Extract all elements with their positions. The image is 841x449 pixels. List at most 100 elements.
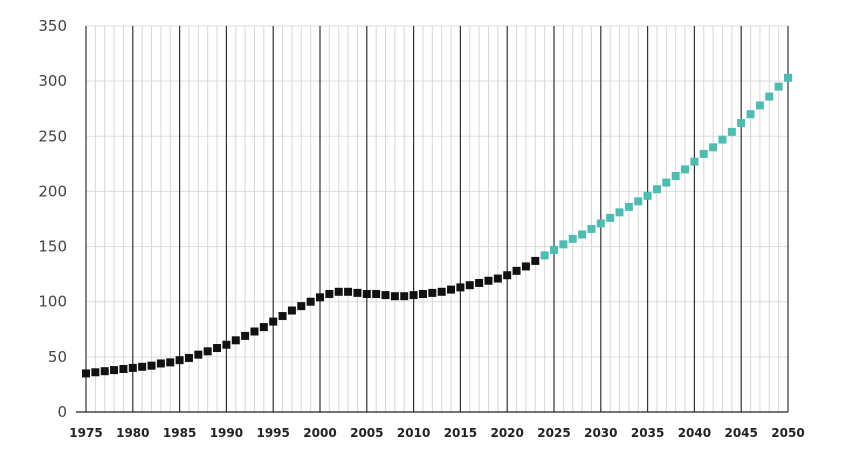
data-point bbox=[568, 234, 577, 243]
data-point bbox=[484, 276, 493, 285]
data-point bbox=[755, 101, 764, 110]
data-point bbox=[531, 256, 540, 265]
data-point bbox=[400, 292, 409, 301]
data-point bbox=[175, 356, 184, 365]
x-tick-label: 1985 bbox=[163, 426, 196, 440]
data-point bbox=[540, 251, 549, 260]
data-point bbox=[138, 362, 147, 371]
data-point bbox=[91, 368, 100, 377]
y-tick-label: 250 bbox=[38, 127, 67, 145]
data-point bbox=[390, 292, 399, 301]
y-tick-label: 200 bbox=[38, 182, 67, 200]
data-point bbox=[587, 224, 596, 233]
data-points bbox=[82, 73, 792, 378]
x-tick-label: 2020 bbox=[490, 426, 523, 440]
data-point bbox=[231, 336, 240, 345]
data-point bbox=[222, 340, 231, 349]
x-tick-label: 2025 bbox=[537, 426, 570, 440]
data-point bbox=[166, 358, 175, 367]
data-point bbox=[727, 127, 736, 136]
data-point bbox=[287, 306, 296, 315]
x-tick-label: 2000 bbox=[303, 426, 336, 440]
data-point bbox=[578, 230, 587, 239]
x-tick-label: 2045 bbox=[724, 426, 757, 440]
data-point bbox=[428, 288, 437, 297]
data-point bbox=[681, 165, 690, 174]
data-point bbox=[297, 302, 306, 311]
data-point bbox=[521, 262, 530, 271]
data-point bbox=[512, 266, 521, 275]
data-point bbox=[316, 293, 324, 302]
y-tick-label: 0 bbox=[57, 403, 67, 421]
x-tick-label: 1995 bbox=[256, 426, 289, 440]
data-point bbox=[737, 119, 746, 128]
data-point bbox=[344, 287, 353, 296]
data-point bbox=[119, 364, 128, 373]
data-point bbox=[82, 369, 90, 378]
data-point bbox=[269, 317, 278, 326]
x-tick-label: 2015 bbox=[444, 426, 477, 440]
data-point bbox=[456, 283, 465, 292]
data-point bbox=[493, 274, 502, 283]
data-point bbox=[475, 278, 484, 287]
data-point bbox=[746, 110, 755, 119]
data-point bbox=[156, 359, 165, 368]
data-point bbox=[643, 191, 652, 200]
data-point bbox=[213, 344, 222, 353]
data-point bbox=[784, 73, 792, 82]
data-point bbox=[699, 149, 708, 158]
data-point bbox=[184, 353, 193, 362]
data-point bbox=[634, 197, 643, 206]
tick-labels: 0 50 100 150 200 250 300 350 1975 1980 1985 1990 199… bbox=[38, 17, 804, 440]
data-point bbox=[624, 202, 633, 211]
y-tick-label: 350 bbox=[38, 17, 67, 35]
data-point bbox=[278, 312, 287, 321]
data-point bbox=[372, 289, 381, 298]
data-point bbox=[447, 285, 456, 294]
data-point bbox=[241, 331, 250, 340]
y-tick-label: 150 bbox=[38, 238, 67, 256]
data-point bbox=[409, 291, 418, 300]
data-point bbox=[110, 366, 119, 375]
data-point bbox=[437, 287, 446, 296]
grid bbox=[85, 25, 789, 413]
data-point bbox=[606, 213, 615, 222]
data-point bbox=[503, 271, 512, 280]
data-point bbox=[765, 92, 774, 101]
x-tick-label: 1975 bbox=[69, 426, 102, 440]
data-point bbox=[306, 297, 315, 306]
data-point bbox=[671, 171, 680, 180]
data-point bbox=[662, 178, 671, 187]
data-point bbox=[325, 289, 334, 298]
x-tick-label: 2010 bbox=[397, 426, 430, 440]
data-point bbox=[362, 289, 371, 298]
data-point bbox=[353, 288, 362, 297]
y-tick-label: 100 bbox=[38, 293, 67, 311]
data-point bbox=[465, 281, 474, 290]
data-point bbox=[147, 361, 156, 370]
y-tick-label: 300 bbox=[38, 72, 67, 90]
x-tick-label: 2040 bbox=[678, 426, 711, 440]
data-point bbox=[652, 185, 661, 194]
y-tick-label: 50 bbox=[48, 348, 67, 366]
data-point bbox=[203, 347, 212, 356]
data-point bbox=[596, 219, 605, 228]
data-point bbox=[259, 323, 268, 332]
data-point bbox=[615, 208, 624, 217]
data-point bbox=[718, 135, 727, 144]
data-point bbox=[559, 240, 568, 249]
data-point bbox=[128, 363, 137, 372]
data-point bbox=[381, 291, 390, 300]
data-point bbox=[194, 350, 203, 359]
data-point bbox=[250, 327, 259, 336]
data-point bbox=[709, 143, 718, 152]
x-tick-label: 2035 bbox=[631, 426, 664, 440]
data-point bbox=[334, 287, 343, 296]
x-tick-label: 1990 bbox=[210, 426, 243, 440]
data-point bbox=[774, 82, 783, 91]
x-tick-label: 2030 bbox=[584, 426, 617, 440]
data-point bbox=[100, 367, 109, 376]
x-tick-label: 2005 bbox=[350, 426, 383, 440]
